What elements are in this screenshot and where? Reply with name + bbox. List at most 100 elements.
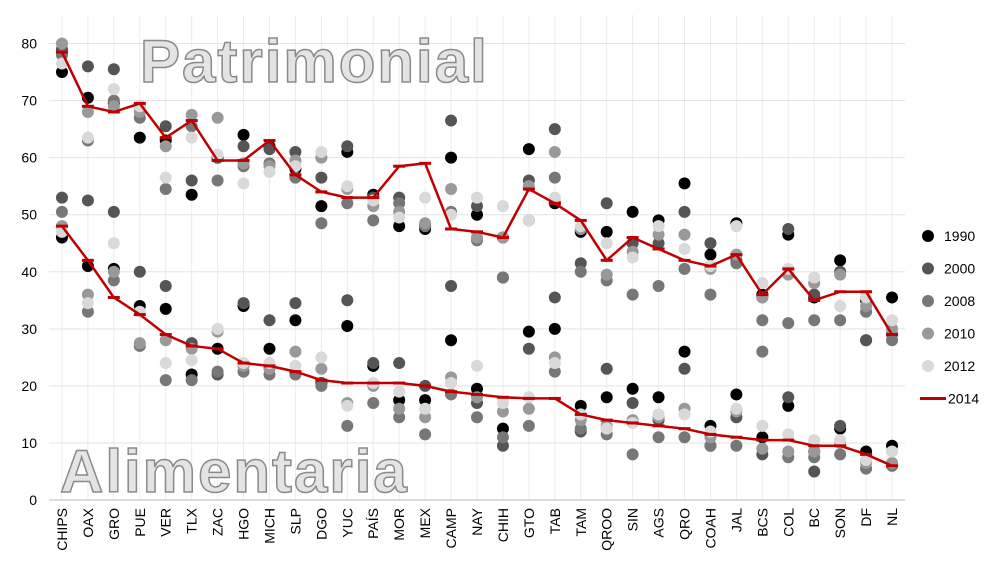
dot [185, 354, 198, 367]
dot [600, 391, 613, 404]
dot [652, 280, 665, 293]
group-label: Patrimonial [140, 28, 489, 95]
dot [756, 314, 769, 327]
x-tick-label: COL [780, 508, 796, 537]
dot [471, 200, 483, 213]
dot [626, 205, 639, 218]
legend-swatch [922, 327, 934, 340]
x-tick-label: BCS [754, 508, 770, 537]
dot [886, 291, 899, 304]
dot [548, 322, 561, 335]
dot [445, 151, 458, 164]
dot [445, 114, 458, 127]
x-tick-label: YUC [339, 508, 355, 538]
dot [782, 445, 795, 458]
dot [730, 439, 743, 452]
dot [341, 180, 354, 193]
dot [496, 200, 509, 213]
dot [834, 254, 847, 267]
dot [678, 345, 691, 358]
dot [159, 374, 172, 387]
dot [471, 208, 483, 221]
dot [626, 251, 639, 264]
dot [782, 391, 795, 404]
x-tick-label: QRO [677, 508, 693, 540]
dot [81, 106, 94, 118]
dot [730, 220, 743, 233]
dot [548, 145, 561, 158]
x-tick-label: BC [806, 508, 822, 527]
dot [730, 402, 743, 415]
dot [107, 274, 120, 287]
dot [419, 191, 432, 204]
x-tick-label: AGS [651, 508, 667, 538]
y-tick-label: 50 [21, 207, 37, 223]
dot [289, 297, 302, 310]
dot [886, 334, 899, 347]
dot [315, 200, 328, 213]
x-tick-label: MOR [391, 508, 407, 541]
dot [704, 288, 717, 301]
dot [445, 377, 458, 390]
dot [522, 325, 535, 338]
dot [185, 108, 198, 121]
legend-swatch [922, 230, 934, 242]
dot [782, 428, 795, 441]
dot [704, 248, 717, 261]
dot [185, 374, 198, 387]
dot [496, 397, 509, 409]
dot [159, 140, 172, 153]
dot [237, 140, 250, 153]
dot [159, 120, 172, 133]
dot [419, 411, 432, 424]
dot [548, 171, 561, 184]
dot [107, 205, 120, 218]
dot [55, 37, 68, 50]
dot [133, 265, 146, 278]
x-tick-label: ZAC [210, 508, 226, 536]
legend-label: 2010 [944, 326, 975, 342]
y-tick-label: 30 [21, 321, 37, 337]
dot [393, 211, 406, 224]
legend-label: 1990 [944, 228, 975, 244]
dot [341, 197, 354, 210]
dot [393, 402, 406, 415]
dot [393, 385, 406, 398]
dot [185, 188, 198, 201]
dot [652, 237, 665, 250]
dot [159, 334, 172, 347]
dot [289, 314, 302, 327]
dot [81, 305, 94, 318]
dot [55, 205, 68, 218]
dot [548, 123, 561, 136]
x-tick-label: PUE [132, 508, 148, 537]
dot [159, 171, 172, 184]
y-tick-label: 60 [21, 150, 37, 166]
dot [730, 388, 743, 401]
dot [600, 197, 613, 210]
y-tick-label: 80 [21, 36, 37, 52]
x-tick-label: TLX [184, 507, 200, 533]
x-tick-label: QROO [599, 508, 615, 551]
x-tick-label: OAX [80, 507, 96, 537]
dot [652, 408, 665, 421]
y-tick-label: 0 [29, 492, 37, 508]
dot [211, 322, 224, 335]
dot [471, 411, 483, 424]
dot [574, 399, 587, 412]
dot [678, 228, 691, 241]
dot [522, 402, 535, 415]
dot [419, 217, 432, 230]
dot [574, 265, 587, 278]
dot [678, 408, 691, 421]
dot [315, 217, 328, 230]
dot [393, 394, 406, 407]
dot [159, 183, 172, 196]
dot [496, 405, 509, 418]
dot [678, 242, 691, 255]
dot [315, 171, 328, 184]
x-tick-label: TAM [573, 508, 589, 537]
dot [107, 265, 120, 278]
dot [756, 345, 769, 358]
